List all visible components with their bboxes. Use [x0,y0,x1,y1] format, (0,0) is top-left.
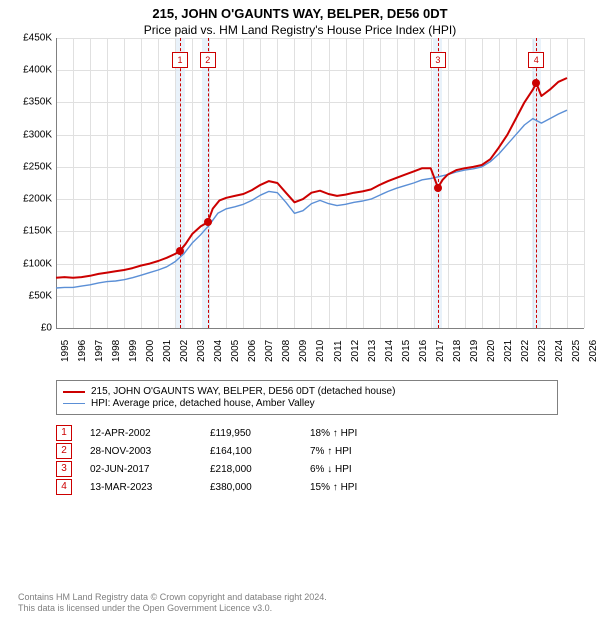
x-tick-label: 2025 [571,340,582,362]
y-tick-label: £50K [8,290,52,301]
transaction-price: £218,000 [210,464,310,475]
x-tick-label: 2000 [145,340,156,362]
transaction-number: 2 [56,443,72,459]
legend-swatch [63,391,85,393]
y-tick-label: £100K [8,258,52,269]
x-tick-label: 1996 [77,340,88,362]
x-tick-label: 2006 [247,340,258,362]
event-marker-box: 4 [528,52,544,68]
plot-area: 12 3 4 [56,38,584,328]
event-marker-box: 3 [430,52,446,68]
y-tick-label: £150K [8,226,52,237]
gridline-v [584,38,585,328]
event-marker-dot [532,79,540,87]
x-tick-label: 2011 [333,340,344,362]
x-tick-label: 1997 [94,340,105,362]
x-tick-label: 2012 [350,340,361,362]
transaction-pct: 15% ↑ HPI [310,482,410,493]
transaction-date: 28-NOV-2003 [90,446,210,457]
x-tick-label: 2009 [298,340,309,362]
x-tick-label: 2023 [537,340,548,362]
x-tick-label: 2002 [179,340,190,362]
x-tick-label: 2016 [418,340,429,362]
event-marker-dot [204,218,212,226]
page-title: 215, JOHN O'GAUNTS WAY, BELPER, DE56 0DT [0,6,600,21]
series-svg [56,38,584,328]
series-hpi [56,110,567,288]
legend-label: 215, JOHN O'GAUNTS WAY, BELPER, DE56 0DT… [91,386,395,397]
x-tick-label: 2004 [213,340,224,362]
y-tick-label: £400K [8,65,52,76]
x-tick-label: 2007 [264,340,275,362]
transaction-date: 12-APR-2002 [90,428,210,439]
transaction-row: 2 28-NOV-2003£164,1007% ↑ HPI [56,442,544,460]
y-tick-label: £250K [8,161,52,172]
x-tick-label: 2020 [486,340,497,362]
transaction-row: 1 12-APR-2002£119,95018% ↑ HPI [56,424,544,442]
y-tick-label: £300K [8,129,52,140]
x-tick-label: 2003 [196,340,207,362]
transaction-pct: 7% ↑ HPI [310,446,410,457]
x-axis [56,328,584,329]
y-tick-label: £200K [8,194,52,205]
event-marker-box: 1 [172,52,188,68]
y-tick-label: £450K [8,33,52,44]
x-tick-label: 1998 [111,340,122,362]
event-marker-dot [176,247,184,255]
footer-attribution: Contains HM Land Registry data © Crown c… [18,592,327,615]
x-tick-label: 2022 [520,340,531,362]
x-tick-label: 2014 [384,340,395,362]
x-tick-label: 2008 [281,340,292,362]
x-tick-label: 2001 [162,340,173,362]
legend-item-hpi: HPI: Average price, detached house, Ambe… [63,398,551,409]
transaction-date: 13-MAR-2023 [90,482,210,493]
price-chart: 12 3 4 £0 £50K £100K £150K £200K £250K £300K £350K… [8,38,592,374]
transaction-price: £119,950 [210,428,310,439]
footer-line1: Contains HM Land Registry data © Crown c… [18,592,327,603]
x-tick-label: 2021 [503,340,514,362]
transaction-pct: 6% ↓ HPI [310,464,410,475]
x-tick-label: 2024 [554,340,565,362]
event-marker-dot [434,184,442,192]
x-tick-label: 2013 [367,340,378,362]
transaction-price: £164,100 [210,446,310,457]
transaction-row: 4 13-MAR-2023£380,00015% ↑ HPI [56,478,544,496]
x-tick-label: 2017 [435,340,446,362]
legend-item-property: 215, JOHN O'GAUNTS WAY, BELPER, DE56 0DT… [63,386,551,397]
y-tick-label: £350K [8,97,52,108]
x-tick-label: 2005 [230,340,241,362]
series-property [56,78,567,278]
x-tick-label: 2015 [401,340,412,362]
page-subtitle: Price paid vs. HM Land Registry's House … [0,23,600,37]
x-tick-label: 2010 [315,340,326,362]
footer-line2: This data is licensed under the Open Gov… [18,603,327,614]
transaction-number: 3 [56,461,72,477]
y-tick-label: £0 [8,323,52,334]
legend-swatch [63,403,85,404]
event-marker-box: 2 [200,52,216,68]
transactions-table: 1 12-APR-2002£119,95018% ↑ HPI 2 28-NOV-200… [56,424,544,496]
chart-legend: 215, JOHN O'GAUNTS WAY, BELPER, DE56 0DT… [56,380,558,415]
x-tick-label: 2026 [588,340,599,362]
transaction-row: 3 02-JUN-2017£218,0006% ↓ HPI [56,460,544,478]
x-tick-label: 1995 [60,340,71,362]
x-tick-label: 1999 [128,340,139,362]
transaction-number: 4 [56,479,72,495]
x-tick-label: 2018 [452,340,463,362]
x-tick-label: 2019 [469,340,480,362]
transaction-pct: 18% ↑ HPI [310,428,410,439]
legend-label: HPI: Average price, detached house, Ambe… [91,398,315,409]
transaction-date: 02-JUN-2017 [90,464,210,475]
transaction-number: 1 [56,425,72,441]
transaction-price: £380,000 [210,482,310,493]
